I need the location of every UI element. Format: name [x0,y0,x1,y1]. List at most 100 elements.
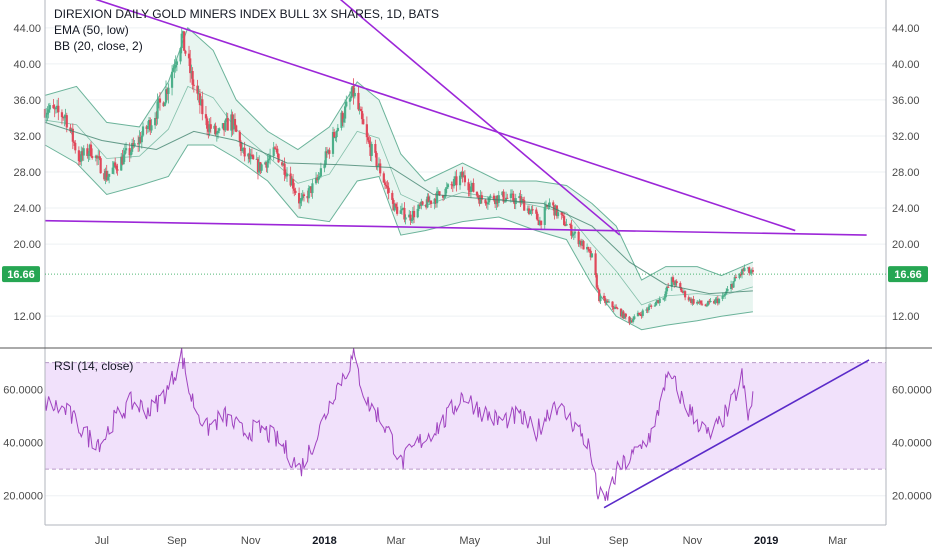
rsi-line [44,347,870,509]
candle-body [239,141,243,151]
candle-body [510,193,514,195]
bb-legend[interactable]: BB (20, close, 2) [54,39,143,53]
candle-body [108,173,111,177]
candle-body [128,148,131,156]
ema-50-line [44,121,753,295]
candle-body [319,168,322,177]
candle-body [721,295,724,299]
y-tick-left: 24.00 [13,203,41,215]
candle-body [275,148,278,150]
candle-body [426,196,429,208]
candle-body [318,176,321,178]
candle-body [192,84,195,86]
candle-body [166,89,169,94]
candle-body [201,99,204,115]
candle-body [437,191,440,193]
candle-body [732,281,735,288]
candle-body [572,233,575,235]
candle-body [377,163,381,166]
candle-body [323,164,326,169]
ema-legend[interactable]: EMA (50, low) [54,23,129,37]
candle-body [291,179,295,189]
candle-body [327,150,330,154]
candle-body [106,176,110,181]
candle-body [63,116,66,119]
candle-body [350,96,353,99]
candle-body [103,173,106,180]
candle-body [425,204,428,208]
chart-title: DIREXION DAILY GOLD MINERS INDEX BULL 3X… [54,7,439,21]
candle-body [419,204,422,206]
candle-body [300,197,303,202]
candle-body [181,31,185,34]
candle-body [656,300,659,302]
rsi-tick-right: 60.0000 [892,384,932,396]
candle-body [250,154,254,156]
candle-body [621,311,624,317]
candle-body [179,48,182,62]
y-tick-left: 28.00 [13,167,41,179]
x-tick: Nov [683,535,703,547]
candle-body [230,114,233,131]
candle-body [639,314,642,316]
trendlines[interactable] [45,0,867,236]
candle-body [751,270,754,272]
candle-body [145,126,148,129]
candle-body [726,289,729,292]
x-tick: Mar [386,535,405,547]
candle-body [578,240,581,245]
candle-body [624,313,627,317]
candle-body [588,249,591,251]
x-tick: 2019 [754,535,778,547]
y-tick-right: 28.00 [892,167,920,179]
candle-body [259,162,262,171]
rsi-legend[interactable]: RSI (14, close) [54,358,133,374]
candle-body [555,205,558,217]
candle-body [122,154,125,165]
candle-body [71,128,74,142]
candle-body [298,193,301,204]
candle-body [266,160,269,168]
candle-body [45,114,48,118]
candle-body [518,196,521,199]
candle-body [616,308,619,310]
candle-body [255,158,258,160]
candle-body [475,191,479,196]
candle-body [743,268,746,272]
candle-body [478,197,481,204]
candle-body [215,133,218,135]
candle-body [611,301,614,308]
candle-body [606,301,609,303]
candle-body [121,156,124,165]
candle-body [630,320,633,322]
candle-body [52,105,55,109]
candle-body [740,269,744,275]
ema-line [44,121,753,295]
candle-body [260,164,263,171]
candle-body [658,298,661,304]
candle-body [742,269,745,272]
candle-body [674,281,677,285]
candle-body [410,219,413,221]
candle-body [501,191,504,196]
candle-body [294,190,297,194]
candle-body [409,214,412,221]
candle-body [218,128,221,131]
candle-body [57,105,60,113]
candle-body [306,196,309,199]
candle-body [544,204,548,207]
candle-body [376,165,379,167]
candle-body [140,135,143,143]
candle-body [708,301,711,303]
candle-body [374,143,377,153]
y-tick-left: 12.00 [13,311,41,323]
candle-body [385,184,388,187]
candle-body [487,197,491,203]
candle-body [554,205,557,216]
candle-body [48,105,51,110]
candle-body [738,274,741,279]
candle-body [231,114,234,130]
candle-body [477,195,480,198]
candle-body [723,293,727,296]
